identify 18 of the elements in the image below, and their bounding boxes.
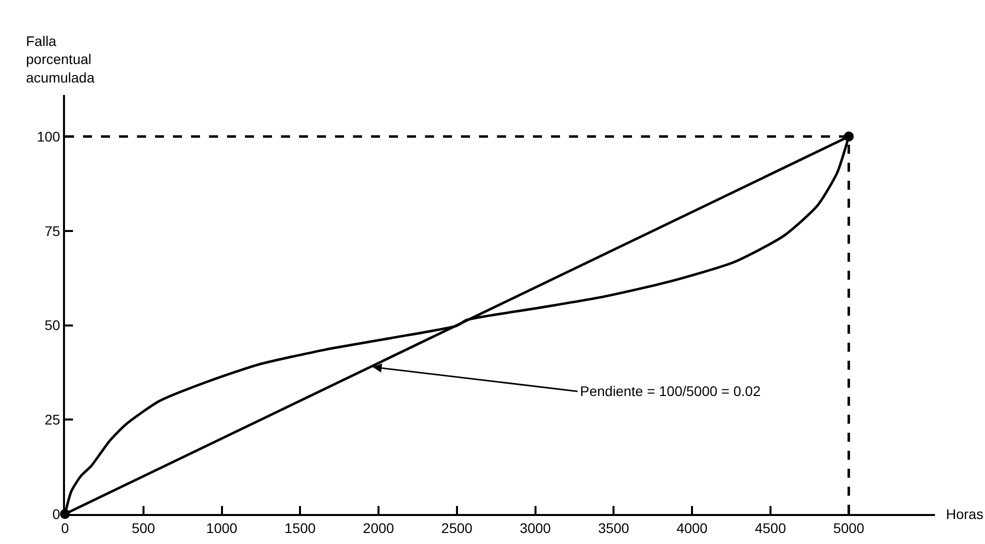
y-tick-label: 100	[36, 128, 60, 144]
x-tick-label: 500	[132, 520, 156, 536]
y-tick-label: 50	[44, 317, 60, 334]
x-tick-label: 5000	[833, 520, 865, 536]
x-tick-label: 2000	[362, 520, 394, 536]
annotation: Pendiente = 100/5000 = 0.02	[580, 383, 761, 399]
x-tick-label: 3500	[598, 520, 630, 536]
x-tick-label: 3000	[520, 520, 552, 536]
y-tick-label: 25	[44, 412, 60, 428]
y-tick-label: 0	[52, 506, 60, 522]
x-tick-label: 4000	[676, 520, 708, 536]
x-tick-label: 2500	[441, 520, 473, 536]
x-tick-label: 4500	[754, 520, 786, 536]
y-axis-title: Falla porcentual acumulada	[26, 33, 95, 86]
x-tick-label: 1000	[206, 520, 238, 536]
x-tick-label: 1500	[284, 520, 316, 536]
x-axis-title: Horas	[946, 506, 984, 522]
y-tick-label: 75	[44, 222, 60, 239]
